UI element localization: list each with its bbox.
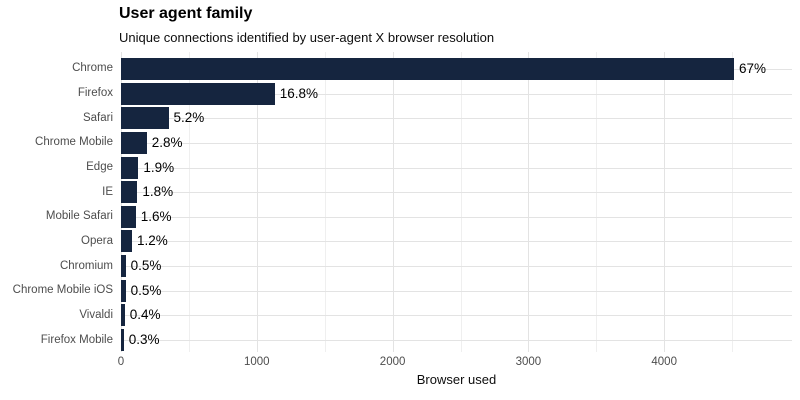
y-axis-label-edge: Edge xyxy=(86,161,113,173)
chart-subtitle: Unique connections identified by user-ag… xyxy=(119,30,495,45)
bar-value-label: 0.3% xyxy=(128,332,160,347)
bar-ie xyxy=(121,181,138,204)
y-axis-label-firefox-mobile: Firefox Mobile xyxy=(40,333,113,346)
gridline-horizontal xyxy=(121,266,792,268)
gridline-major-vertical xyxy=(256,52,258,352)
bar-value-label: 5.2% xyxy=(173,110,205,126)
bar-value-label: 1.9% xyxy=(143,159,175,175)
gridline-major-vertical xyxy=(392,52,394,352)
bar-value-label: 1.2% xyxy=(137,233,168,249)
bar-chrome xyxy=(121,57,734,80)
bar-value-label: 1.8% xyxy=(142,184,174,200)
gridline-horizontal xyxy=(121,290,792,292)
y-axis-label-safari: Safari xyxy=(82,111,113,124)
y-axis-label-chromium: Chromium xyxy=(59,259,113,272)
x-axis-tick-label: 2000 xyxy=(379,356,406,368)
bar-chromium xyxy=(121,255,126,278)
y-axis-label-chrome-mobile: Chrome Mobile xyxy=(35,136,113,149)
bar-chrome-mobile-ios xyxy=(121,279,126,302)
gridline-horizontal xyxy=(121,340,792,341)
bar-firefox-mobile xyxy=(121,329,124,351)
y-axis-label-opera: Opera xyxy=(81,234,113,247)
x-axis-tick-label: 1000 xyxy=(244,356,270,368)
gridline-horizontal xyxy=(121,142,792,144)
bar-opera xyxy=(121,230,132,253)
bar-value-label: 16.8% xyxy=(279,85,318,101)
x-axis-title: Browser used xyxy=(416,372,497,387)
gridline-minor-vertical xyxy=(596,52,598,352)
bar-firefox xyxy=(121,82,275,105)
gridline-horizontal xyxy=(121,216,792,218)
y-axis-label-chrome: Chrome xyxy=(72,62,113,75)
gridline-minor-vertical xyxy=(460,52,462,352)
bar-value-label: 0.4% xyxy=(129,307,161,323)
y-axis-label-mobile-safari: Mobile Safari xyxy=(45,210,113,223)
gridline-major-vertical xyxy=(664,52,666,352)
bar-value-label: 0.5% xyxy=(130,282,162,298)
y-axis-label-vivaldi: Vivaldi xyxy=(79,308,113,321)
bar-edge xyxy=(121,156,139,179)
bar-value-label: 1.6% xyxy=(140,208,172,224)
gridline-minor-vertical xyxy=(324,52,326,352)
gridline-major-vertical xyxy=(528,52,530,352)
bar-chrome-mobile xyxy=(121,131,147,154)
y-axis-label-firefox: Firefox xyxy=(77,87,113,100)
gridline-horizontal xyxy=(121,118,792,120)
gridline-horizontal xyxy=(121,241,792,243)
gridline-horizontal xyxy=(121,192,792,194)
x-axis-tick-label: 4000 xyxy=(651,356,677,368)
y-axis-label-ie: IE xyxy=(102,185,113,198)
y-axis-label-chrome-mobile-ios: Chrome Mobile iOS xyxy=(12,284,113,297)
x-axis-tick-label: 0 xyxy=(117,356,125,368)
gridline-horizontal xyxy=(121,315,792,317)
x-axis-tick-label: 3000 xyxy=(515,356,542,368)
bar-vivaldi xyxy=(121,304,125,327)
gridline-minor-vertical xyxy=(732,52,734,352)
gridline-horizontal xyxy=(121,93,792,95)
plot-panel: 67% 16.8% 5.2% 2.8% 1.9% 1.8% 1.6% 1.2% 0.5% 0.5%… xyxy=(121,52,792,352)
bar-value-label: 0.5% xyxy=(130,258,162,274)
bar-value-label: 67% xyxy=(739,60,767,76)
gridline-horizontal xyxy=(121,167,792,169)
bar-safari xyxy=(121,107,169,130)
bar-value-label: 2.8% xyxy=(151,134,183,150)
gridline-minor-vertical xyxy=(188,52,190,352)
chart-title: User agent family xyxy=(119,5,253,22)
bar-mobile-safari xyxy=(121,205,136,228)
